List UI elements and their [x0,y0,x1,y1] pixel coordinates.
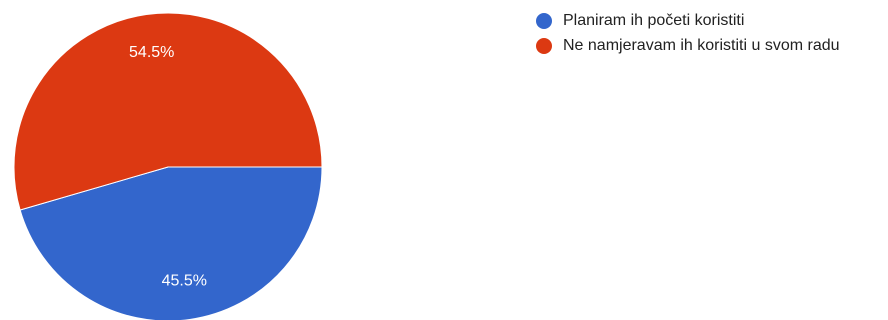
pie-chart: 45.5% 54.5% [13,12,323,320]
legend-dot-ne-namjeravam [536,38,552,54]
pie-slice-ne-namjeravam[interactable] [13,12,323,211]
pie-label-planiram: 45.5% [162,273,207,290]
legend-item-planiram[interactable]: Planiram ih početi koristiti [535,9,885,32]
legend-dot-planiram [536,13,552,29]
legend-label-planiram: Planiram ih početi koristiti [563,12,745,29]
legend-item-ne-namjeravam[interactable]: Ne namjeravam ih koristiti u svom radu [535,34,885,57]
legend: Planiram ih početi koristiti Ne namjerav… [535,9,885,59]
pie-slice-planiram[interactable] [19,166,323,320]
legend-label-ne-namjeravam: Ne namjeravam ih koristiti u svom radu [563,37,840,54]
pie-label-ne-namjeravam: 54.5% [129,44,174,61]
